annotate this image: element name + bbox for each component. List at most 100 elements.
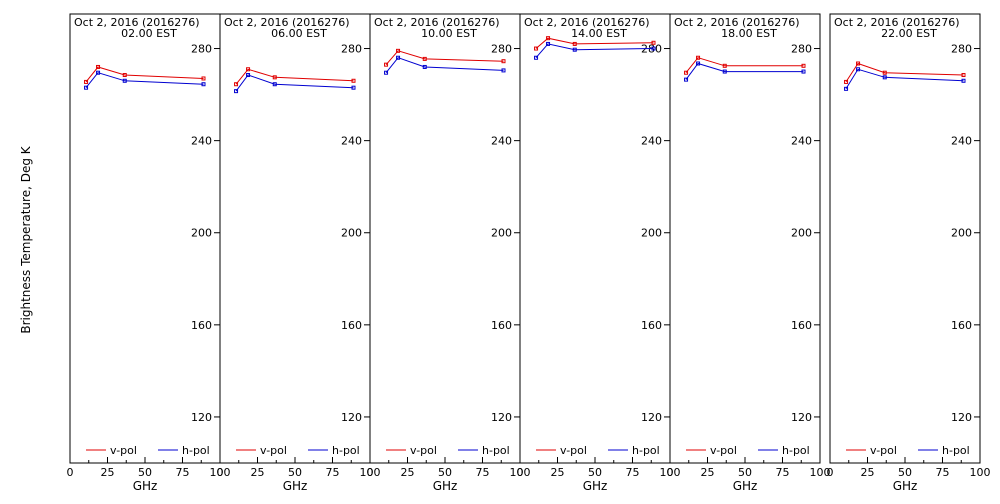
legend-label-h-pol: h-pol — [182, 444, 210, 457]
x-tick-label: 75 — [476, 466, 490, 479]
data-point-v-pol — [534, 46, 539, 51]
series-line-h-pol — [845, 68, 964, 90]
panel-2: Oct 2, 2016 (2016276)06.00 EST 120 160 200 2… — [217, 13, 381, 493]
data-point-v-pol — [696, 55, 701, 60]
legend-label-h-pol: h-pol — [942, 444, 970, 457]
data-point-v-pol — [684, 70, 689, 75]
data-point-v-pol — [961, 73, 966, 78]
series-line-v-pol — [385, 50, 504, 66]
y-tick-label: 240 — [791, 135, 812, 148]
x-tick-label: 75 — [776, 466, 790, 479]
series-line-h-pol — [385, 57, 504, 74]
y-tick-label: 120 — [791, 411, 812, 424]
data-point-v-pol — [96, 64, 101, 69]
x-tick-label: 75 — [936, 466, 950, 479]
x-axis-label: GHz — [583, 479, 608, 493]
y-tick-label: 280 — [951, 43, 972, 56]
series-line-v-pol — [845, 62, 964, 83]
y-tick-label: 200 — [491, 227, 512, 240]
x-tick-label: 75 — [626, 466, 640, 479]
y-tick-label: 200 — [951, 227, 972, 240]
data-point-h-pol — [722, 69, 727, 74]
panel-subtitle: 22.00 EST — [881, 27, 937, 40]
y-tick-label: 120 — [491, 411, 512, 424]
panel-subtitle: 18.00 EST — [721, 27, 777, 40]
data-point-h-pol — [534, 55, 539, 60]
y-tick-label: 160 — [791, 319, 812, 332]
data-point-h-pol — [801, 69, 806, 74]
panel-3: Oct 2, 2016 (2016276)10.00 EST 120 160 200 2… — [367, 13, 531, 493]
data-point-h-pol — [696, 61, 701, 66]
data-point-h-pol — [351, 85, 356, 90]
legend-label-v-pol: v-pol — [870, 444, 897, 457]
y-tick-label: 160 — [341, 319, 362, 332]
series-line-h-pol — [685, 62, 804, 80]
y-tick-label: 200 — [191, 227, 212, 240]
x-axis-label: GHz — [733, 479, 758, 493]
data-point-h-pol — [84, 85, 89, 90]
y-tick-label: 200 — [641, 227, 662, 240]
panel-subtitle: 06.00 EST — [271, 27, 327, 40]
data-point-v-pol — [651, 40, 656, 45]
data-point-v-pol — [422, 56, 427, 61]
x-axis-label: GHz — [283, 479, 308, 493]
panel-5: Oct 2, 2016 (2016276)18.00 EST 120 160 200 2… — [667, 13, 831, 493]
x-tick-label: 25 — [701, 466, 715, 479]
data-point-v-pol — [351, 78, 356, 83]
x-tick-label: 100 — [810, 466, 831, 479]
x-tick-label: 0 — [517, 466, 524, 479]
x-tick-label: 50 — [738, 466, 752, 479]
x-tick-label: 50 — [898, 466, 912, 479]
data-point-v-pol — [84, 79, 89, 84]
data-point-h-pol — [961, 78, 966, 83]
x-tick-label: 100 — [660, 466, 681, 479]
y-tick-label: 280 — [341, 43, 362, 56]
data-point-h-pol — [201, 82, 206, 87]
data-point-v-pol — [546, 36, 551, 41]
x-tick-label: 25 — [101, 466, 115, 479]
panel-title: Oct 2, 2016 (2016276) — [374, 16, 500, 29]
data-point-h-pol — [122, 78, 127, 83]
panel-title: Oct 2, 2016 (2016276) — [224, 16, 350, 29]
figure-y-axis-label: Brightness Temperature, Deg K — [19, 145, 33, 333]
data-point-v-pol — [201, 76, 206, 81]
data-point-h-pol — [572, 47, 577, 52]
panel-subtitle: 10.00 EST — [421, 27, 477, 40]
series-line-v-pol — [235, 68, 354, 85]
x-tick-label: 50 — [138, 466, 152, 479]
data-point-h-pol — [882, 75, 887, 80]
data-point-v-pol — [801, 63, 806, 68]
x-tick-label: 0 — [367, 466, 374, 479]
x-tick-label: 0 — [67, 466, 74, 479]
x-tick-label: 75 — [176, 466, 190, 479]
y-tick-label: 240 — [641, 135, 662, 148]
y-tick-label: 280 — [191, 43, 212, 56]
series-line-h-pol — [535, 43, 654, 59]
legend-label-v-pol: v-pol — [710, 444, 737, 457]
series-line-v-pol — [85, 66, 204, 83]
panel-subtitle: 02.00 EST — [121, 27, 177, 40]
x-tick-label: 0 — [827, 466, 834, 479]
panel-title: Oct 2, 2016 (2016276) — [674, 16, 800, 29]
data-point-v-pol — [246, 67, 251, 72]
x-tick-label: 50 — [438, 466, 452, 479]
legend-label-v-pol: v-pol — [260, 444, 287, 457]
data-point-h-pol — [856, 67, 861, 72]
legend-label-h-pol: h-pol — [632, 444, 660, 457]
data-point-h-pol — [422, 64, 427, 69]
x-tick-label: 100 — [210, 466, 231, 479]
y-tick-label: 160 — [191, 319, 212, 332]
legend-label-v-pol: v-pol — [560, 444, 587, 457]
series-line-v-pol — [535, 37, 654, 49]
legend-label-h-pol: h-pol — [782, 444, 810, 457]
y-tick-label: 120 — [191, 411, 212, 424]
x-tick-label: 25 — [861, 466, 875, 479]
data-point-h-pol — [546, 41, 551, 46]
x-tick-label: 0 — [667, 466, 674, 479]
x-tick-label: 50 — [588, 466, 602, 479]
data-point-h-pol — [501, 68, 506, 73]
y-tick-label: 200 — [791, 227, 812, 240]
panel-6: Oct 2, 2016 (2016276)22.00 EST 120 160 200 2… — [827, 13, 991, 493]
y-tick-label: 240 — [191, 135, 212, 148]
x-tick-label: 100 — [970, 466, 991, 479]
